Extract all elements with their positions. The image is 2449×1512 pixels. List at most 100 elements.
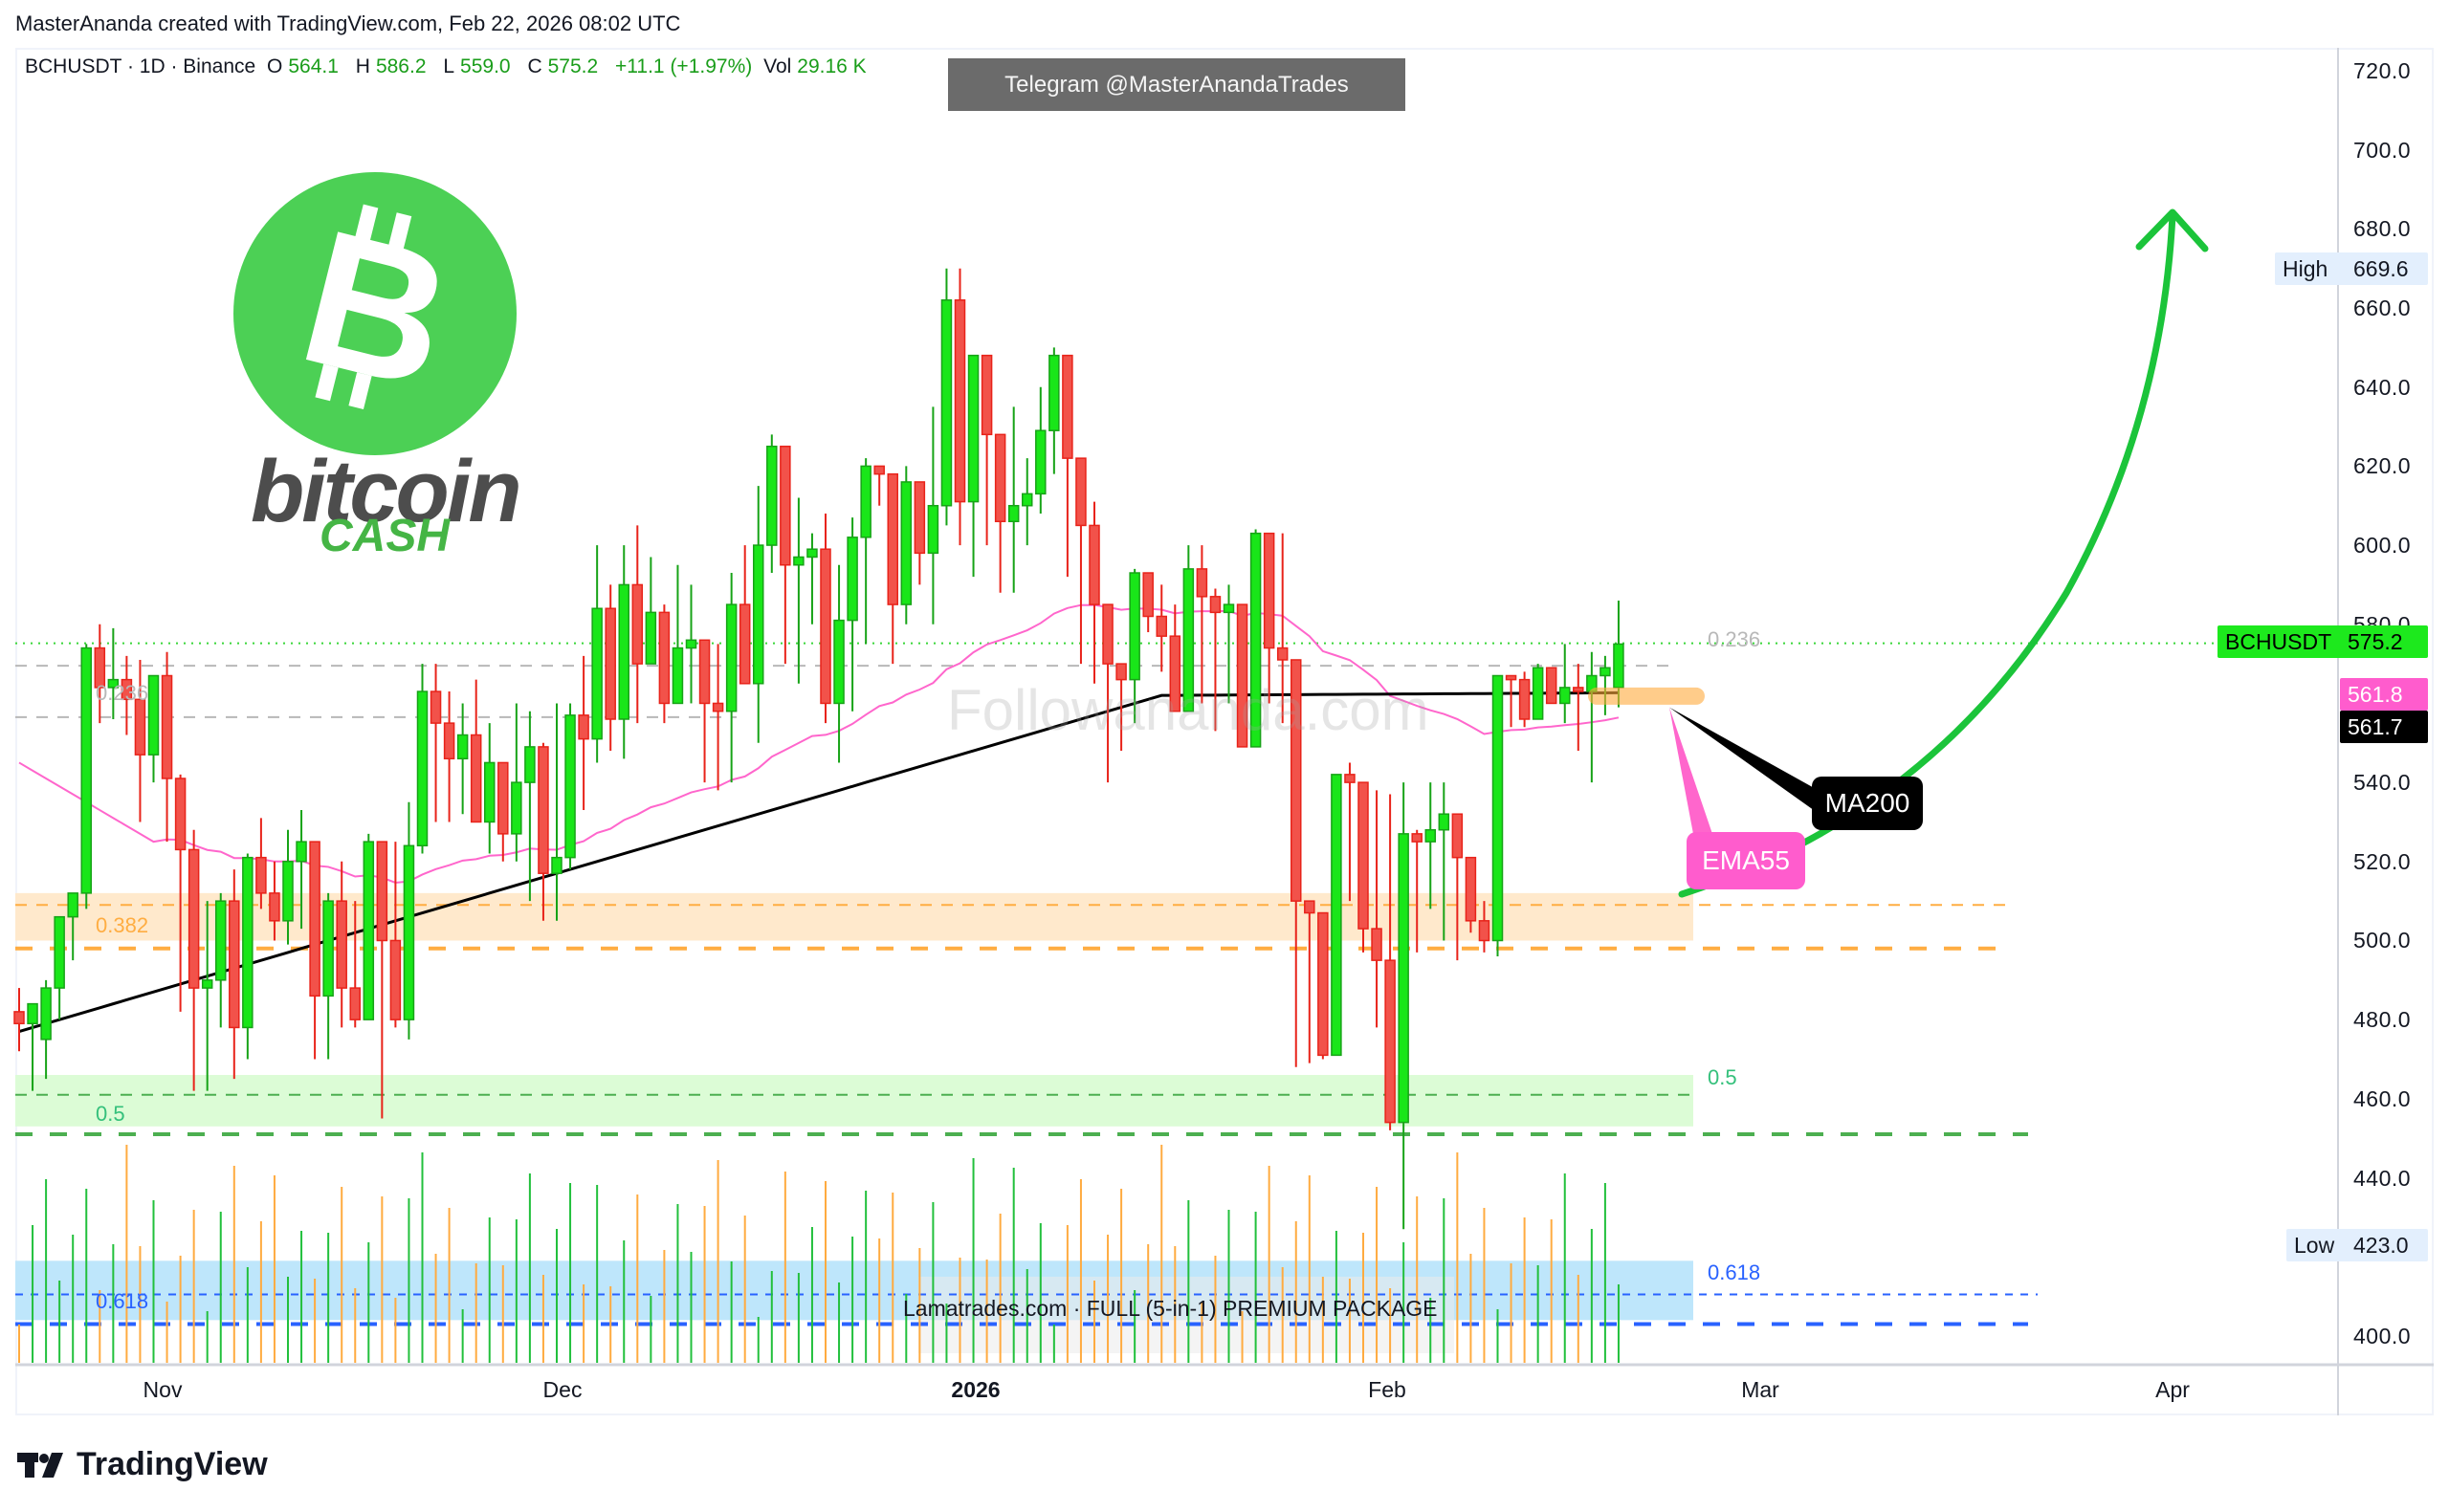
candle-body	[685, 639, 697, 649]
fib-label-0382-left: 0.382	[96, 913, 149, 937]
candle-body	[242, 856, 254, 1029]
candle-body	[443, 722, 455, 760]
candle-body	[1344, 774, 1356, 783]
chart-frame	[15, 48, 2434, 1415]
fib-label-0618-left: 0.618	[96, 1289, 149, 1313]
candle-body	[940, 299, 953, 507]
tradingview-logo[interactable]: TradingView	[17, 1446, 268, 1483]
candle-body	[645, 611, 657, 665]
candle-body	[1182, 568, 1195, 712]
candle-body	[753, 544, 764, 685]
candle-body	[1196, 568, 1208, 598]
candle-body	[631, 583, 644, 665]
fib-label-0236-right: 0.236	[1708, 627, 1761, 651]
candle-body	[1357, 781, 1369, 930]
candle-body	[1384, 959, 1396, 1124]
candle-body	[1062, 354, 1073, 459]
candle-body	[1424, 828, 1436, 843]
tradingview-logo-icon	[17, 1452, 63, 1478]
candle-body	[698, 639, 711, 705]
candle-body	[806, 548, 818, 559]
candle-body	[1505, 674, 1517, 681]
candle-body	[967, 354, 980, 503]
candle-body	[725, 603, 738, 712]
price-tick: 680.0	[2353, 216, 2412, 242]
candle-body	[456, 734, 469, 760]
candle-body	[1209, 596, 1222, 614]
candle-body	[1518, 678, 1531, 720]
candle-body	[13, 1011, 25, 1025]
price-tick: 500.0	[2353, 928, 2412, 953]
candle-body	[1371, 928, 1382, 961]
telegram-banner: Telegram @MasterAnandaTrades	[948, 58, 1405, 111]
candle-body	[1545, 667, 1557, 705]
candle-body	[780, 445, 791, 566]
candle-body	[1331, 774, 1342, 1057]
price-tick: 600.0	[2353, 533, 2412, 559]
high-marker: High 669.6	[2275, 252, 2428, 285]
candle-body	[1398, 833, 1409, 1124]
candle-body	[1142, 572, 1154, 618]
arrow-head-icon	[2135, 208, 2209, 252]
candle-body	[1559, 687, 1571, 705]
candle-body	[994, 433, 1006, 523]
candle-body	[1129, 572, 1140, 681]
change-value: +11.1 (+1.97%)	[615, 55, 753, 77]
candle-body	[336, 900, 347, 989]
candle-body	[766, 445, 778, 546]
ema55-line	[18, 603, 1620, 884]
candle-body	[430, 690, 442, 724]
fib-label-0618-right: 0.618	[1708, 1260, 1761, 1284]
candle-body	[833, 619, 845, 705]
candle-body	[322, 900, 334, 997]
candle-body	[1236, 603, 1248, 748]
candle-body	[981, 354, 993, 436]
price-tick: 440.0	[2353, 1165, 2412, 1191]
ema55-callout: EMA55	[1687, 832, 1805, 889]
candle-body	[1600, 667, 1611, 677]
price-tick: 660.0	[2353, 296, 2412, 321]
candle-body	[1102, 603, 1114, 665]
candle-body	[739, 603, 751, 685]
low-value: L 559.0	[443, 55, 511, 77]
candle-body	[54, 915, 65, 989]
candle-body	[1491, 674, 1504, 942]
candle-body	[201, 979, 213, 989]
price-tick: 480.0	[2353, 1007, 2412, 1033]
candle-body	[1035, 429, 1047, 495]
ma200-price-tag: 561.7	[2340, 711, 2428, 743]
price-tick: 400.0	[2353, 1323, 2412, 1348]
candle-body	[1169, 635, 1181, 712]
candle-body	[900, 481, 913, 605]
watermark: Followananda.com	[947, 678, 1429, 742]
candle-body	[658, 611, 671, 705]
consolidation-highlight	[1588, 687, 1705, 705]
symbol-name[interactable]: BCHUSDT · 1D · Binance	[25, 55, 256, 77]
candle-body	[1465, 856, 1477, 922]
ma200-line	[18, 690, 1619, 1034]
candle-body	[591, 607, 603, 740]
ema55-pointer	[1669, 707, 1712, 834]
time-tick: Dec	[542, 1377, 583, 1402]
candle-body	[1089, 524, 1100, 605]
candle-body	[793, 556, 805, 566]
candle-body	[1411, 833, 1423, 843]
candle-body	[174, 778, 187, 851]
candle-body	[470, 734, 482, 823]
candle-body	[605, 607, 616, 720]
candle-body	[578, 714, 589, 740]
bitcoin-cash-logo-icon: B	[233, 172, 517, 455]
candle-body	[873, 465, 885, 475]
candle-body	[1276, 646, 1289, 661]
promo-banner: Lamatrades.com · FULL (5-in-1) PREMIUM P…	[903, 1296, 1438, 1321]
fib-label-05-right: 0.5	[1708, 1065, 1737, 1089]
fib-zone-0382	[15, 892, 1693, 941]
candle-body	[1156, 615, 1167, 637]
low-marker: Low 423.0	[2286, 1229, 2428, 1261]
candle-body	[107, 678, 120, 689]
logo-wordmark: bitcoin	[251, 443, 522, 540]
symbol-legend: BCHUSDT · 1D · Binance O 564.1 H 586.2 L 55…	[25, 55, 878, 78]
candle-body	[121, 678, 133, 701]
high-value: H 586.2	[355, 55, 427, 77]
